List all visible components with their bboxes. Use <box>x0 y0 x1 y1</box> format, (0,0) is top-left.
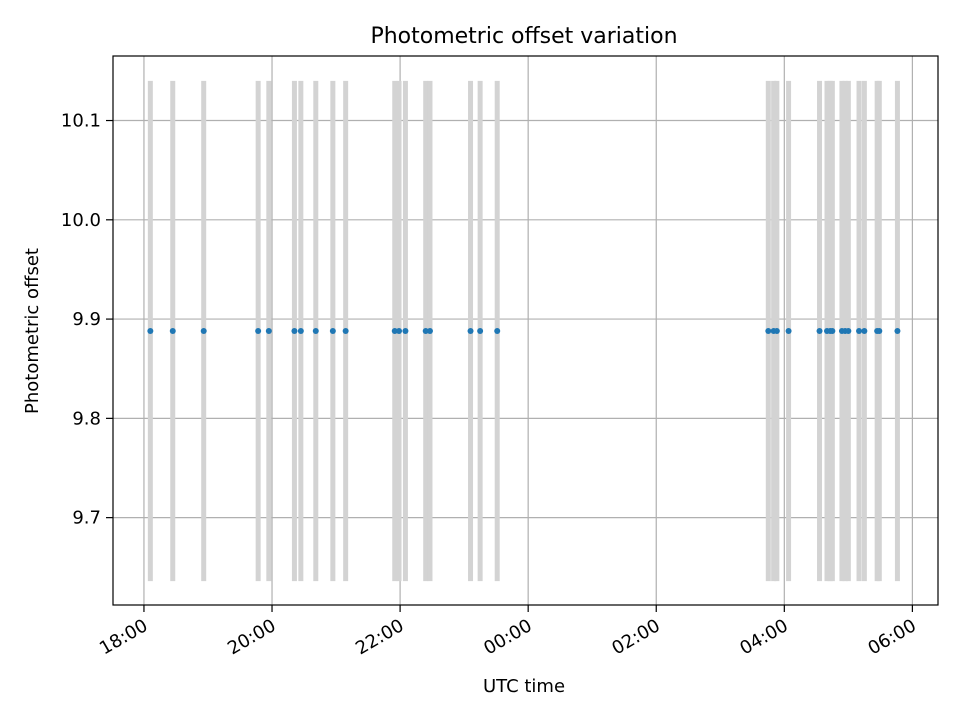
y-axis-ticks: 9.7 9.8 9.9 10.0 10.1 <box>61 111 113 529</box>
data-point <box>169 327 176 334</box>
data-point <box>312 327 319 334</box>
data-point <box>894 327 901 334</box>
data-point <box>861 327 868 334</box>
data-point <box>391 327 398 334</box>
data-point <box>829 327 836 334</box>
y-tick-label: 9.7 <box>72 508 101 529</box>
data-point <box>342 327 349 334</box>
data-point <box>402 327 409 334</box>
y-tick-label: 9.9 <box>72 309 101 330</box>
data-point <box>876 327 883 334</box>
data-point <box>297 327 304 334</box>
plot-frame <box>112 55 939 606</box>
y-tick-label: 9.8 <box>72 408 101 429</box>
data-point <box>329 327 336 334</box>
data-point <box>785 327 792 334</box>
data-point <box>265 327 272 334</box>
data-point <box>255 327 262 334</box>
data-point <box>845 327 852 334</box>
data-point <box>422 327 429 334</box>
data-point <box>396 327 403 334</box>
data-point <box>291 327 298 334</box>
data-point <box>477 327 484 334</box>
data-point <box>426 327 433 334</box>
y-tick-label: 10.0 <box>61 210 101 231</box>
data-point <box>200 327 207 334</box>
data-point <box>856 327 863 334</box>
data-points <box>147 327 901 334</box>
y-axis-label: Photometric offset <box>22 248 43 414</box>
y-tick-label: 10.1 <box>61 111 101 132</box>
data-point <box>494 327 501 334</box>
data-point <box>765 327 772 334</box>
data-point <box>467 327 474 334</box>
data-point <box>816 327 823 334</box>
data-point <box>773 327 780 334</box>
chart-title: Photometric offset variation <box>370 24 677 49</box>
x-axis-label: UTC time <box>483 676 565 697</box>
data-point <box>147 327 154 334</box>
